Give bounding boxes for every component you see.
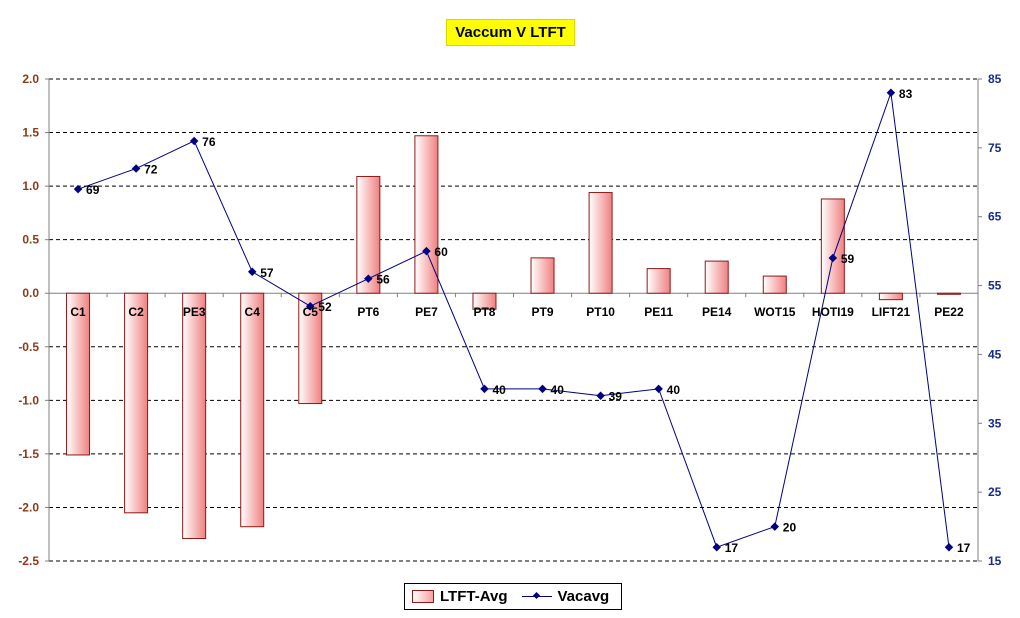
category-label: PT10 bbox=[586, 305, 615, 319]
left-tick-label: 1.5 bbox=[22, 126, 39, 140]
right-tick-label: 75 bbox=[988, 141, 1002, 155]
category-label: PT9 bbox=[532, 305, 554, 319]
category-label: PT8 bbox=[473, 305, 495, 319]
data-label: 40 bbox=[492, 383, 506, 397]
vacavg-point bbox=[944, 542, 954, 552]
vacavg-point bbox=[770, 522, 780, 531]
legend-entry-vacavg: Vacavg bbox=[521, 588, 610, 605]
bar-pt8 bbox=[472, 292, 497, 310]
left-tick-label: 0.0 bbox=[22, 286, 39, 300]
bar-lift21 bbox=[878, 292, 903, 301]
left-tick-label: -2.0 bbox=[18, 500, 39, 514]
vacavg-point bbox=[73, 184, 83, 194]
vacavg-point bbox=[364, 274, 373, 283]
category-label: PE14 bbox=[702, 305, 732, 319]
legend: LTFT-Avg Vacavg bbox=[404, 583, 622, 610]
vacavg-point bbox=[422, 246, 431, 256]
category-label: PE7 bbox=[415, 305, 438, 319]
right-tick-label: 25 bbox=[988, 485, 1002, 499]
bar-wot15 bbox=[762, 275, 787, 294]
bar-pe3 bbox=[182, 292, 207, 540]
left-tick-label: 1.0 bbox=[22, 179, 39, 193]
data-labels: 69 72 76 57 52 56 60 40 40 39 40 17 20 59 83 17 bbox=[86, 87, 971, 555]
bar-c5 bbox=[298, 292, 323, 405]
data-label: 76 bbox=[202, 135, 216, 149]
data-label: 60 bbox=[434, 245, 448, 259]
vacavg-point bbox=[306, 301, 315, 311]
bars bbox=[66, 135, 961, 540]
left-tick-label: 2.0 bbox=[22, 72, 39, 86]
bar-pe11 bbox=[646, 268, 671, 294]
right-tick-label: 15 bbox=[988, 554, 1002, 568]
data-label: 17 bbox=[957, 541, 971, 555]
vacavg-point bbox=[247, 267, 257, 277]
right-tick-label: 55 bbox=[988, 279, 1002, 293]
legend-bar-swatch bbox=[412, 590, 434, 603]
vacavg-polyline bbox=[77, 92, 950, 548]
data-label: 56 bbox=[376, 273, 390, 287]
bar-pt10 bbox=[588, 192, 613, 294]
bar-pe14 bbox=[704, 260, 729, 294]
bar-pt6 bbox=[356, 175, 381, 294]
legend-line-swatch bbox=[521, 591, 552, 602]
category-labels: C1 C2 PE3 C4 C5 PT6 PE7 PT8 PT9 PT10 PE11 PE14 WOT15… bbox=[70, 305, 964, 319]
category-label: PE3 bbox=[183, 305, 206, 319]
category-label: HOTI19 bbox=[812, 305, 854, 319]
left-tick-label: -1.0 bbox=[18, 393, 39, 407]
category-label: PE11 bbox=[644, 305, 673, 319]
data-label: 52 bbox=[318, 300, 332, 314]
vacavg-point bbox=[596, 391, 605, 400]
right-tick-label: 85 bbox=[988, 72, 1002, 86]
legend-label-ltft: LTFT-Avg bbox=[440, 588, 508, 605]
left-tick-label: -0.5 bbox=[18, 340, 39, 354]
category-label: PE22 bbox=[934, 305, 964, 319]
right-tick-label: 35 bbox=[988, 416, 1002, 430]
category-label: C4 bbox=[245, 305, 261, 319]
bar-pe22 bbox=[936, 292, 961, 295]
right-tick-label: 45 bbox=[988, 347, 1002, 361]
vacavg-point bbox=[480, 384, 489, 394]
bar-c1 bbox=[66, 292, 91, 456]
axis-ticks: 2.0 1.5 1.0 0.5 0.0 -0.5 -1.0 -1.5 -2.0 -2.5 85 75 6… bbox=[18, 72, 1001, 568]
bar-c4 bbox=[240, 292, 265, 528]
category-label: LIFT21 bbox=[872, 305, 911, 319]
vacavg-point bbox=[654, 384, 663, 394]
legend-entry-ltft: LTFT-Avg bbox=[412, 588, 508, 605]
data-label: 59 bbox=[841, 252, 855, 266]
legend-label-vacavg: Vacavg bbox=[557, 588, 610, 605]
data-label: 17 bbox=[725, 541, 739, 555]
vacavg-point bbox=[131, 164, 141, 173]
data-label: 40 bbox=[667, 383, 681, 397]
data-label: 40 bbox=[551, 383, 565, 397]
vacavg-point bbox=[886, 88, 896, 98]
category-label: PT6 bbox=[357, 305, 379, 319]
data-label: 39 bbox=[609, 390, 623, 404]
bar-pt9 bbox=[530, 257, 555, 294]
left-tick-label: -1.5 bbox=[18, 447, 39, 461]
category-label: C5 bbox=[303, 305, 319, 319]
category-label: C2 bbox=[128, 305, 144, 319]
right-tick-label: 65 bbox=[988, 210, 1002, 224]
vacavg-point bbox=[712, 542, 721, 552]
data-label: 69 bbox=[86, 183, 100, 197]
left-tick-label: -2.5 bbox=[18, 554, 39, 568]
left-tick-label: 0.5 bbox=[22, 233, 39, 247]
data-label: 83 bbox=[899, 87, 913, 101]
bar-c2 bbox=[124, 292, 149, 514]
data-label: 57 bbox=[260, 266, 274, 280]
vacavg-line bbox=[73, 88, 954, 552]
category-label: C1 bbox=[70, 305, 86, 319]
vacavg-point bbox=[538, 384, 547, 394]
chart-title: Vaccum V LTFT bbox=[446, 19, 575, 46]
vacavg-point bbox=[189, 136, 199, 146]
data-label: 72 bbox=[144, 163, 158, 177]
data-label: 20 bbox=[783, 521, 797, 535]
bar-hoti19 bbox=[820, 198, 845, 294]
category-label: WOT15 bbox=[754, 305, 796, 319]
